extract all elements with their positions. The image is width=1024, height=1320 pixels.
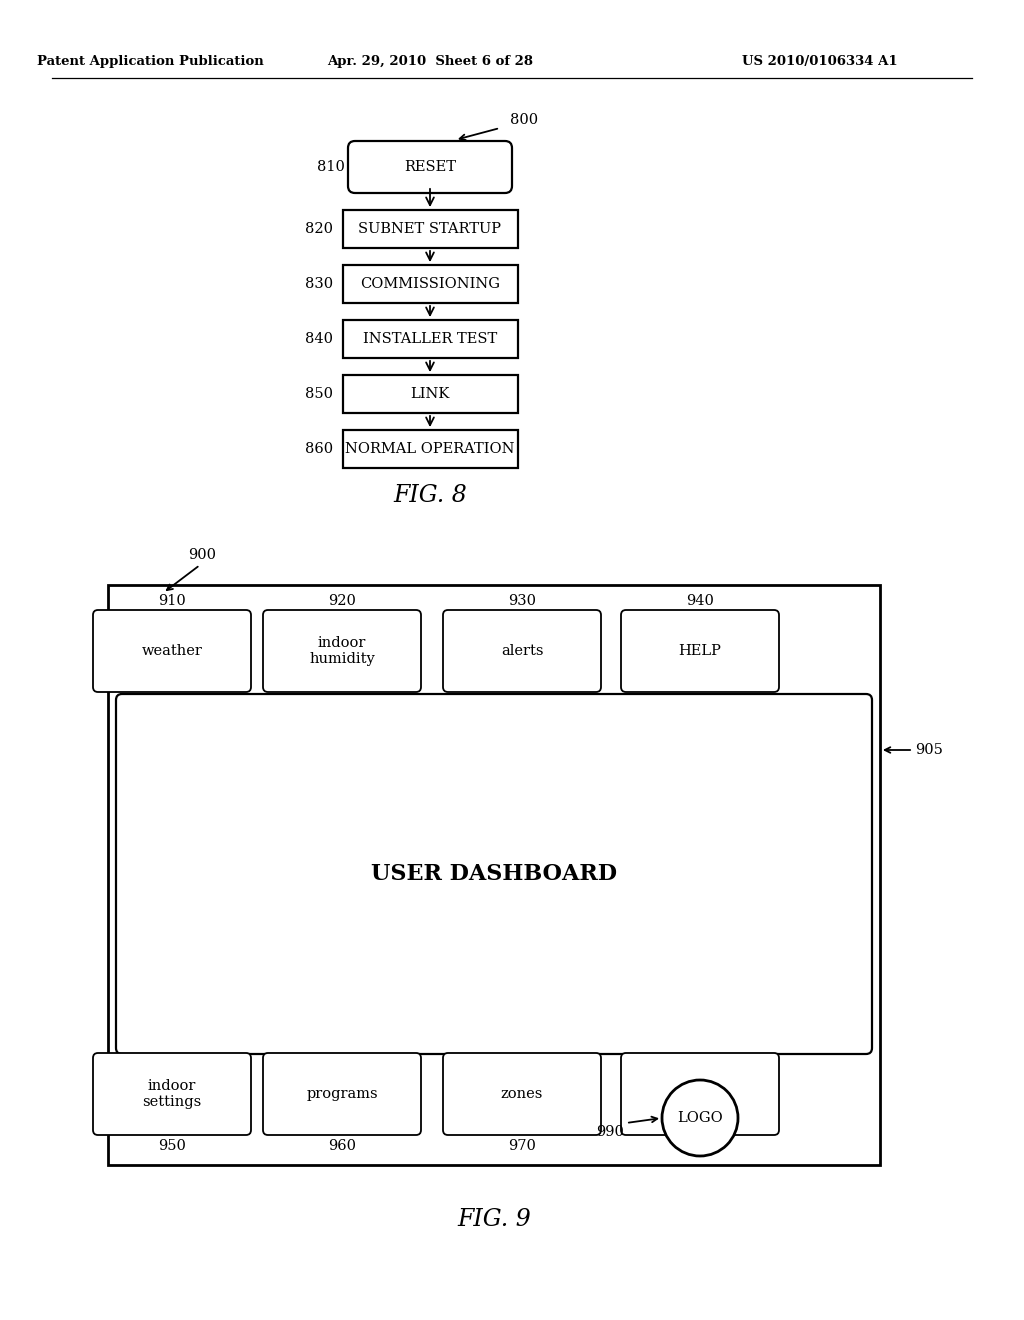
Text: 860: 860 bbox=[304, 442, 333, 455]
Text: Patent Application Publication: Patent Application Publication bbox=[37, 55, 263, 69]
Text: zones: zones bbox=[501, 1086, 543, 1101]
Text: 850: 850 bbox=[304, 387, 333, 401]
FancyBboxPatch shape bbox=[443, 610, 601, 692]
Text: 950: 950 bbox=[158, 1139, 186, 1152]
Text: COMMISSIONING: COMMISSIONING bbox=[360, 277, 500, 290]
Text: 980: 980 bbox=[686, 1139, 714, 1152]
Text: 960: 960 bbox=[328, 1139, 356, 1152]
Text: 970: 970 bbox=[508, 1139, 536, 1152]
Text: NORMAL OPERATION: NORMAL OPERATION bbox=[345, 442, 515, 455]
FancyBboxPatch shape bbox=[263, 610, 421, 692]
Text: 990: 990 bbox=[596, 1125, 624, 1139]
Text: programs: programs bbox=[306, 1086, 378, 1101]
FancyBboxPatch shape bbox=[621, 610, 779, 692]
FancyBboxPatch shape bbox=[93, 1053, 251, 1135]
Text: INSTALLER TEST: INSTALLER TEST bbox=[362, 333, 497, 346]
Text: 810: 810 bbox=[317, 160, 345, 174]
FancyBboxPatch shape bbox=[263, 1053, 421, 1135]
Text: FIG. 8: FIG. 8 bbox=[393, 484, 467, 507]
Text: Apr. 29, 2010  Sheet 6 of 28: Apr. 29, 2010 Sheet 6 of 28 bbox=[327, 55, 534, 69]
Text: alerts: alerts bbox=[501, 644, 544, 657]
Bar bbox=[342, 319, 517, 358]
Bar bbox=[342, 265, 517, 304]
Text: 905: 905 bbox=[915, 743, 943, 756]
Text: 920: 920 bbox=[328, 594, 356, 609]
Text: 940: 940 bbox=[686, 594, 714, 609]
Circle shape bbox=[662, 1080, 738, 1156]
Text: 930: 930 bbox=[508, 594, 536, 609]
Text: HOME: HOME bbox=[675, 1086, 725, 1101]
Text: LINK: LINK bbox=[411, 387, 450, 401]
FancyBboxPatch shape bbox=[348, 141, 512, 193]
Text: 910: 910 bbox=[158, 594, 186, 609]
Text: LOGO: LOGO bbox=[677, 1111, 723, 1125]
Bar bbox=[342, 210, 517, 248]
Text: FIG. 9: FIG. 9 bbox=[457, 1209, 530, 1232]
FancyBboxPatch shape bbox=[443, 1053, 601, 1135]
Text: RESET: RESET bbox=[404, 160, 456, 174]
Text: USER DASHBOARD: USER DASHBOARD bbox=[371, 863, 617, 884]
Bar bbox=[342, 430, 517, 469]
Text: SUBNET STARTUP: SUBNET STARTUP bbox=[358, 222, 502, 236]
FancyBboxPatch shape bbox=[93, 610, 251, 692]
Text: US 2010/0106334 A1: US 2010/0106334 A1 bbox=[742, 55, 898, 69]
Text: 830: 830 bbox=[304, 277, 333, 290]
Bar bbox=[342, 375, 517, 413]
Text: HELP: HELP bbox=[679, 644, 722, 657]
Text: 820: 820 bbox=[304, 222, 333, 236]
FancyBboxPatch shape bbox=[116, 694, 872, 1053]
Text: 840: 840 bbox=[304, 333, 333, 346]
Bar bbox=[108, 585, 880, 1166]
Text: weather: weather bbox=[141, 644, 203, 657]
FancyBboxPatch shape bbox=[621, 1053, 779, 1135]
Text: indoor
humidity: indoor humidity bbox=[309, 636, 375, 667]
Text: 900: 900 bbox=[188, 548, 216, 562]
Text: 800: 800 bbox=[510, 114, 539, 127]
Text: indoor
settings: indoor settings bbox=[142, 1078, 202, 1109]
